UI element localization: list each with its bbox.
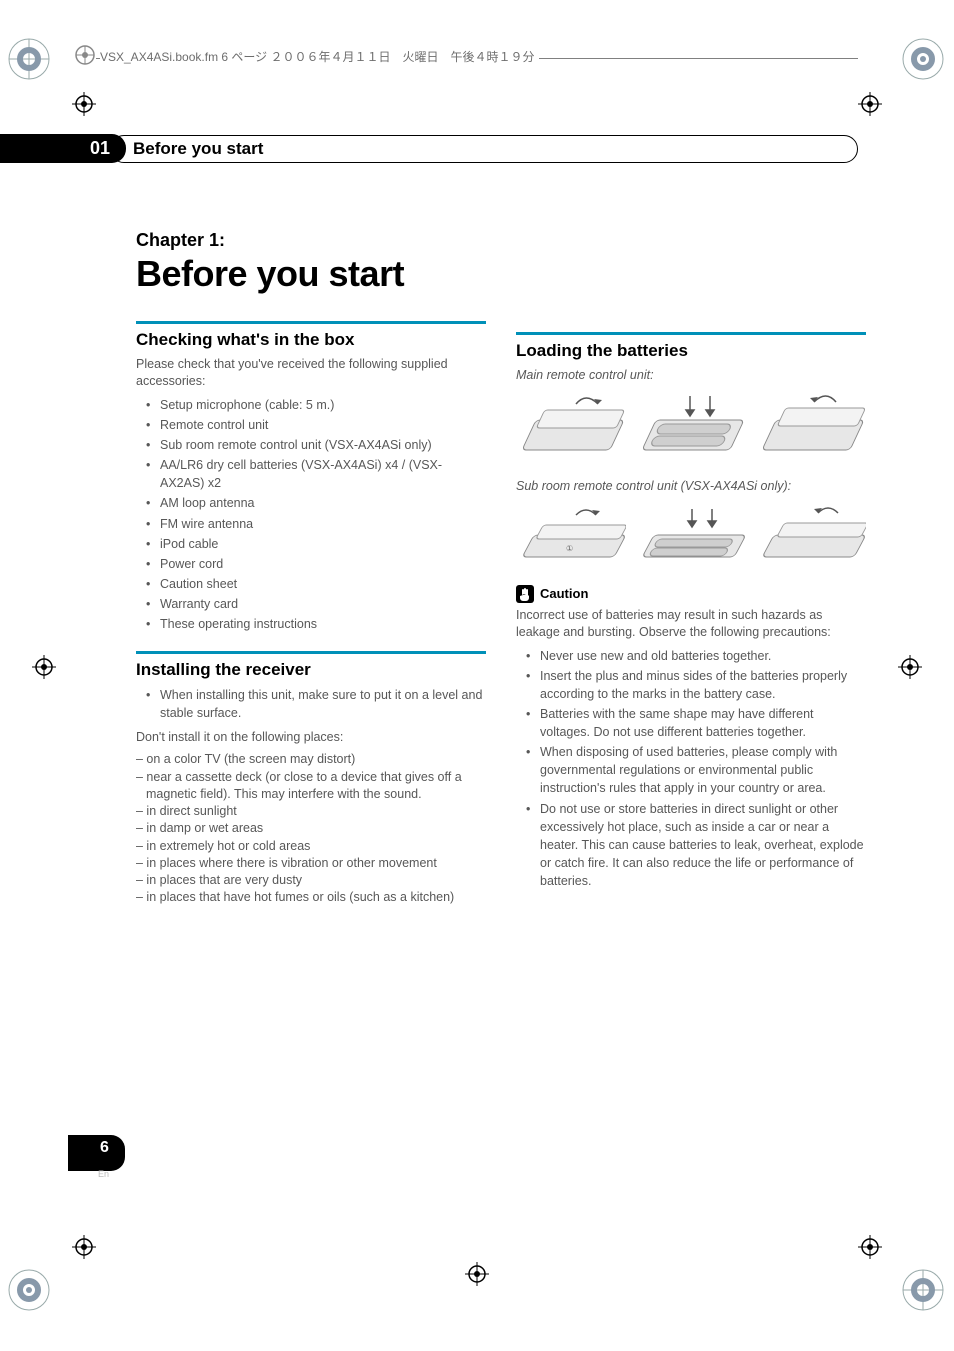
list-item: When disposing of used batteries, please… (530, 743, 866, 797)
list-item: Sub room remote control unit (VSX-AX4ASi… (150, 436, 486, 454)
caution-list: Never use new and old batteries together… (516, 647, 866, 891)
paragraph: Please check that you've received the fo… (136, 356, 486, 390)
print-registration-mark-br (900, 1267, 948, 1315)
list-item: Insert the plus and minus sides of the b… (530, 667, 866, 703)
crop-mark-icon (858, 1235, 882, 1259)
page-number-badge: 6 (68, 1135, 125, 1171)
chapter-label: Chapter 1: (136, 230, 486, 251)
book-page-icon (74, 44, 96, 71)
crop-mark-icon (858, 92, 882, 116)
chapter-tab-title: Before you start (133, 139, 263, 158)
figure-main-remote (516, 390, 866, 468)
install-bullet-list: When installing this unit, make sure to … (136, 686, 486, 722)
list-item: – in direct sunlight (136, 803, 486, 820)
list-item: When installing this unit, make sure to … (150, 686, 486, 722)
caution-heading: Caution (516, 585, 866, 603)
list-item: FM wire antenna (150, 515, 486, 533)
crop-mark-icon (72, 1235, 96, 1259)
list-item: AM loop antenna (150, 494, 486, 512)
crop-mark-icon (32, 655, 56, 684)
svg-text:①: ① (566, 544, 573, 553)
list-item: Batteries with the same shape may have d… (530, 705, 866, 741)
list-item: Never use new and old batteries together… (530, 647, 866, 665)
list-item: Remote control unit (150, 416, 486, 434)
heading-loading-batteries: Loading the batteries (516, 332, 866, 361)
list-item: Setup microphone (cable: 5 m.) (150, 396, 486, 414)
list-item: These operating instructions (150, 615, 486, 633)
crop-mark-icon (72, 92, 96, 116)
accessories-list: Setup microphone (cable: 5 m.) Remote co… (136, 396, 486, 634)
print-registration-mark-bl (6, 1267, 54, 1315)
left-column: Chapter 1: Before you start Checking wha… (136, 230, 486, 911)
remote-step1-icon (516, 390, 626, 468)
remote-step2-icon (636, 390, 746, 468)
list-item: AA/LR6 dry cell batteries (VSX-AX4ASi) x… (150, 456, 486, 492)
remote-step3-icon (756, 390, 866, 468)
list-item: Do not use or store batteries in direct … (530, 800, 866, 891)
figure-caption: Sub room remote control unit (VSX-AX4ASi… (516, 478, 866, 495)
crop-mark-icon (465, 1262, 489, 1291)
remote-sub-step3-icon (756, 501, 866, 573)
install-avoid-list: – on a color TV (the screen may distort)… (136, 751, 486, 906)
right-column: Loading the batteries Main remote contro… (516, 230, 866, 911)
list-item: Caution sheet (150, 575, 486, 593)
running-header-text: VSX_AX4ASi.book.fm 6 ページ ２００６年４月１１日 火曜日 … (100, 48, 539, 65)
remote-sub-step2-icon (636, 501, 746, 573)
chapter-tab-bar: 01 Before you start (0, 134, 858, 163)
list-item: iPod cable (150, 535, 486, 553)
chapter-number-badge: 01 (0, 134, 126, 163)
figure-sub-remote: ① (516, 501, 866, 573)
print-registration-mark-tr (900, 36, 948, 84)
figure-caption: Main remote control unit: (516, 367, 866, 384)
caution-hand-icon (516, 585, 534, 603)
paragraph: Don't install it on the following places… (136, 729, 486, 746)
page-language-label: En (98, 1169, 109, 1179)
list-item: Warranty card (150, 595, 486, 613)
list-item: – in damp or wet areas (136, 820, 486, 837)
list-item: Power cord (150, 555, 486, 573)
paragraph: Incorrect use of batteries may result in… (516, 607, 866, 641)
print-registration-mark-tl (6, 36, 54, 84)
heading-installing: Installing the receiver (136, 651, 486, 680)
list-item: – on a color TV (the screen may distort) (136, 751, 486, 768)
list-item: – in places that have hot fumes or oils … (136, 889, 486, 906)
list-item: – near a cassette deck (or close to a de… (136, 769, 486, 804)
caution-label: Caution (540, 586, 588, 601)
list-item: – in extremely hot or cold areas (136, 838, 486, 855)
list-item: – in places where there is vibration or … (136, 855, 486, 872)
crop-mark-icon (898, 655, 922, 684)
chapter-title: Before you start (136, 253, 486, 295)
remote-sub-step1-icon: ① (516, 501, 626, 573)
list-item: – in places that are very dusty (136, 872, 486, 889)
heading-checking-box: Checking what's in the box (136, 321, 486, 350)
